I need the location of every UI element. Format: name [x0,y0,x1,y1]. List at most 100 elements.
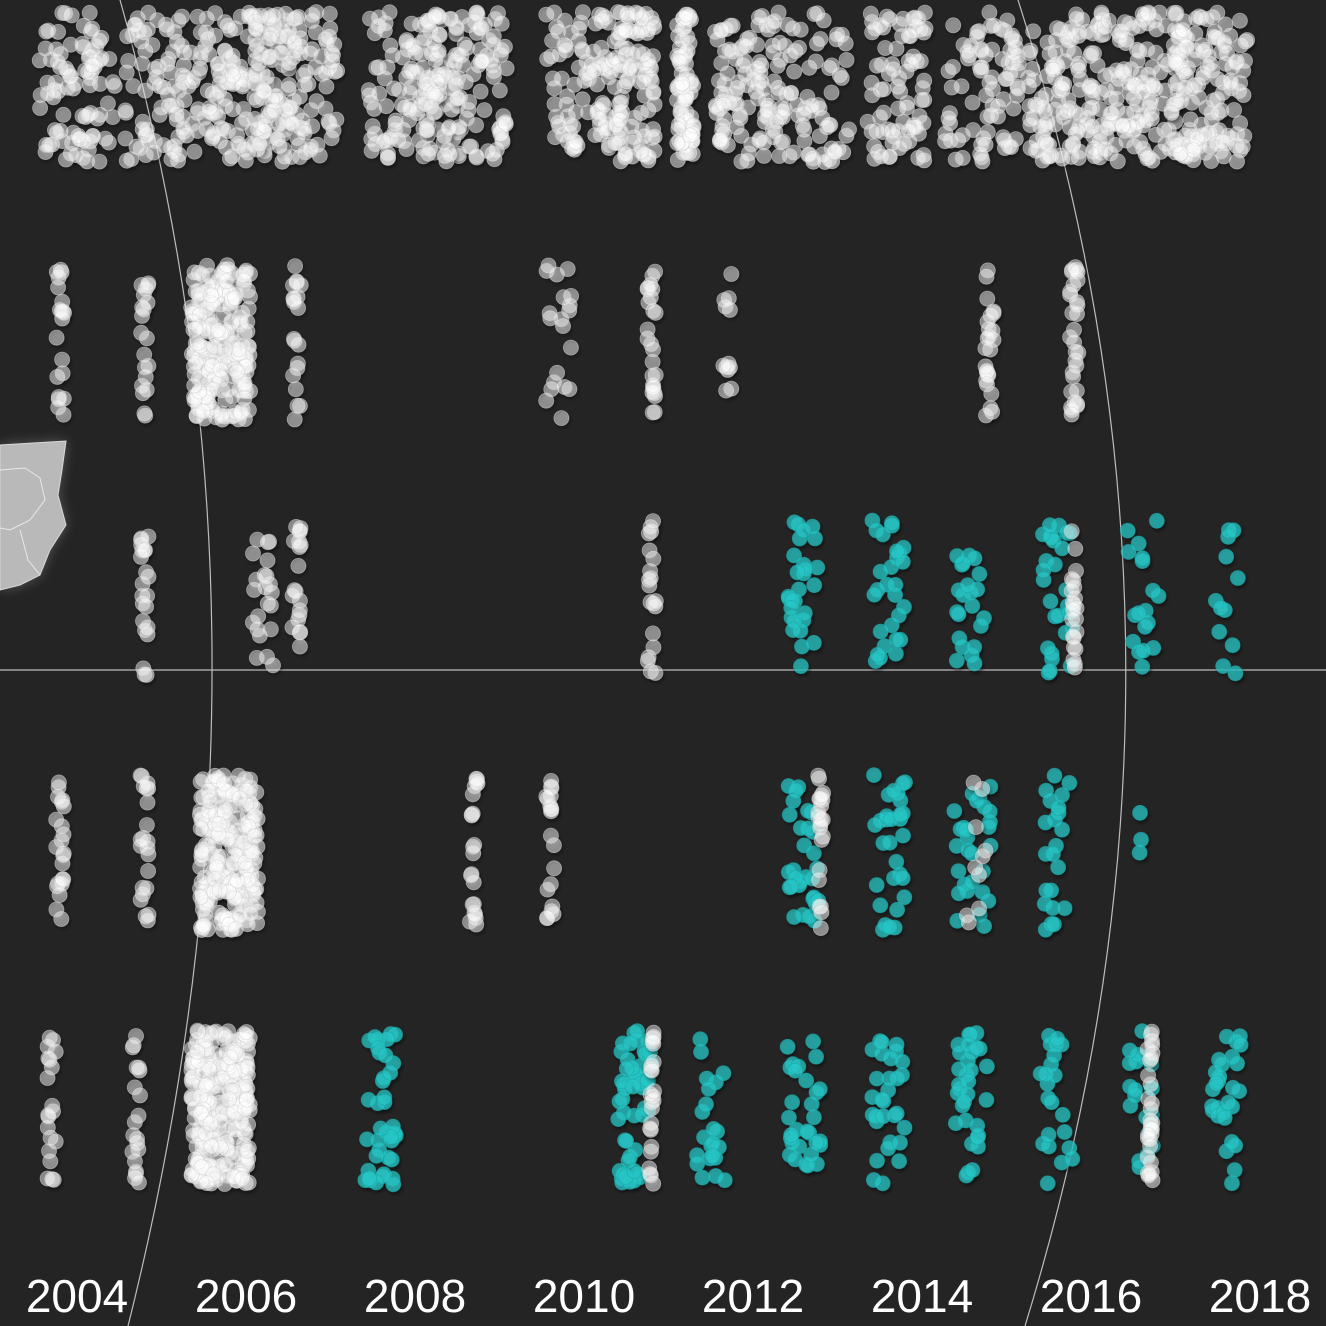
data-point [1138,112,1154,129]
data-point [811,128,828,145]
data-point [291,397,308,414]
data-point [645,513,661,529]
data-point [1069,264,1086,281]
data-point [951,1061,967,1078]
data-point [1183,81,1200,97]
data-point [881,834,898,851]
data-point [953,78,970,95]
data-point [240,401,257,418]
data-point [704,1148,721,1164]
data-point [239,313,256,330]
data-point [217,139,234,156]
data-point [53,303,70,320]
data-point [219,257,236,274]
data-point [798,1072,815,1089]
data-point [645,341,661,358]
data-point [246,828,263,845]
data-point [251,627,268,644]
data-point [1084,99,1101,116]
data-point [786,909,802,925]
data-point [546,374,562,391]
data-point [376,1089,393,1106]
data-point [448,76,464,93]
data-point [951,630,968,647]
strip-grey [1139,1023,1161,1189]
data-point [302,141,319,158]
data-point [1144,1036,1161,1053]
strip-grey [538,773,562,926]
data-point [175,57,192,74]
data-point [646,1083,662,1100]
data-point [290,558,307,574]
data-point [1143,1050,1160,1067]
data-point [1216,34,1233,51]
data-point [867,20,884,37]
data-point [787,1062,804,1079]
data-point [587,15,604,32]
data-point [948,652,965,669]
data-point [866,586,883,603]
data-point [419,122,435,139]
strip-grey [416,4,515,170]
data-point [427,8,444,25]
data-point [910,10,926,27]
data-point [868,877,885,893]
data-point [40,22,57,39]
data-point [557,12,573,29]
data-point [118,104,134,121]
data-point [888,1105,905,1122]
data-point [139,294,156,311]
data-point [55,847,72,864]
data-point [259,552,276,569]
data-point [1040,1126,1057,1143]
data-point [186,377,203,394]
data-point [401,84,418,101]
data-point [717,298,734,315]
data-point [838,52,855,68]
data-point [642,570,659,586]
data-point [945,17,962,34]
data-point [976,918,992,934]
data-point [682,127,698,144]
data-point [218,273,235,290]
strip-grey [538,257,579,427]
data-point [130,1174,147,1191]
data-point [1039,135,1055,152]
data-point [215,121,232,138]
data-point [716,111,733,128]
data-point [634,122,650,139]
data-point [823,57,840,74]
data-point [448,20,465,36]
data-point [730,74,747,91]
data-point [74,36,91,52]
data-point [39,1119,56,1136]
data-point [1142,1100,1159,1117]
data-point [891,1153,907,1170]
data-point [139,587,156,604]
x-tick-label: 2008 [364,1270,466,1322]
strip-grey [191,767,266,938]
strip-grey [132,767,157,929]
data-point [783,878,799,895]
data-point [1134,658,1151,675]
data-point [248,571,265,588]
data-point [949,548,965,564]
data-point [1066,579,1083,596]
data-point [875,1108,892,1125]
data-point [973,59,990,76]
data-point [431,26,448,43]
data-point [1203,153,1220,169]
data-point [54,365,71,382]
data-point [137,542,153,559]
data-point [53,832,70,849]
data-point [801,146,818,163]
data-point [1211,623,1228,640]
strip-teal [1131,804,1149,861]
data-point [781,1109,797,1126]
data-point [639,321,656,338]
data-point [81,4,98,21]
data-point [539,881,556,898]
data-point [217,1028,234,1045]
data-point [864,87,881,104]
data-point [398,69,415,86]
